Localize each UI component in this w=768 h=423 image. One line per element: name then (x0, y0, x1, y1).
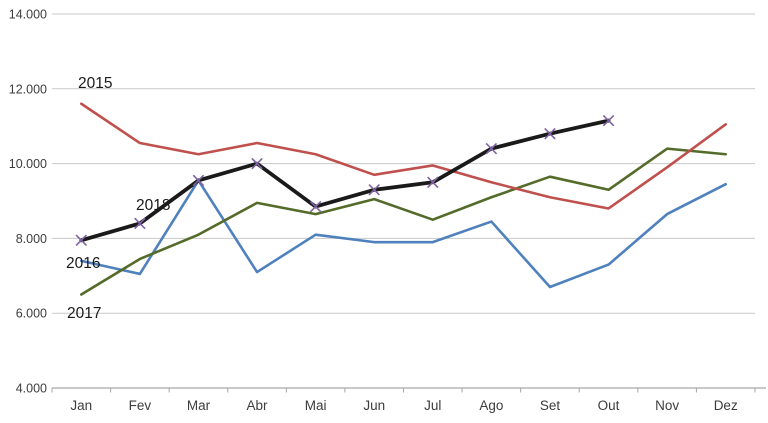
x-axis-month-label: Jun (363, 398, 385, 413)
y-axis-tick-label: 14.000 (9, 8, 47, 22)
series-label-2017: 2017 (67, 305, 101, 322)
y-axis-tick-label: 12.000 (9, 82, 47, 96)
x-axis-month-label: Jan (70, 398, 92, 413)
x-axis-month-label: Mai (305, 398, 327, 413)
series-2018-marker (368, 184, 380, 196)
series-2018-marker (485, 142, 498, 155)
x-axis-month-label: Out (598, 398, 620, 413)
series-2018-marker (602, 114, 615, 127)
y-axis-tick-label: 4.000 (16, 382, 47, 396)
series-2018-marker (427, 176, 439, 189)
x-axis-month-label: Mar (187, 398, 211, 413)
x-axis-month-label: Ago (479, 398, 503, 413)
series-label-2018: 2018 (136, 197, 170, 214)
series-2015-line (79, 102, 728, 210)
y-axis-tick-label: 6.000 (16, 307, 47, 321)
series-label-2016: 2016 (66, 255, 100, 272)
series-2018-marker (134, 217, 146, 230)
x-axis-month-label: Jul (424, 398, 441, 413)
series-label-2015: 2015 (78, 75, 112, 92)
x-axis-month-label: Nov (655, 398, 679, 413)
series-2018-marker (75, 234, 88, 247)
x-axis-month-label: Fev (129, 398, 152, 413)
series-2016-line (79, 179, 728, 289)
series-2017-line (79, 147, 728, 296)
x-axis-month-label: Set (540, 398, 561, 413)
y-axis-tick-label: 8.000 (16, 232, 47, 246)
series-2018-line (79, 118, 611, 243)
series-2018-marker (192, 174, 205, 187)
x-axis-month-label: Abr (247, 398, 269, 413)
series-2018-marker (251, 157, 263, 170)
series-2018-marker (544, 127, 556, 140)
series-2018-marker (309, 200, 322, 213)
y-axis-tick-label: 10.000 (9, 157, 47, 171)
x-axis-month-label: Dez (714, 398, 738, 413)
